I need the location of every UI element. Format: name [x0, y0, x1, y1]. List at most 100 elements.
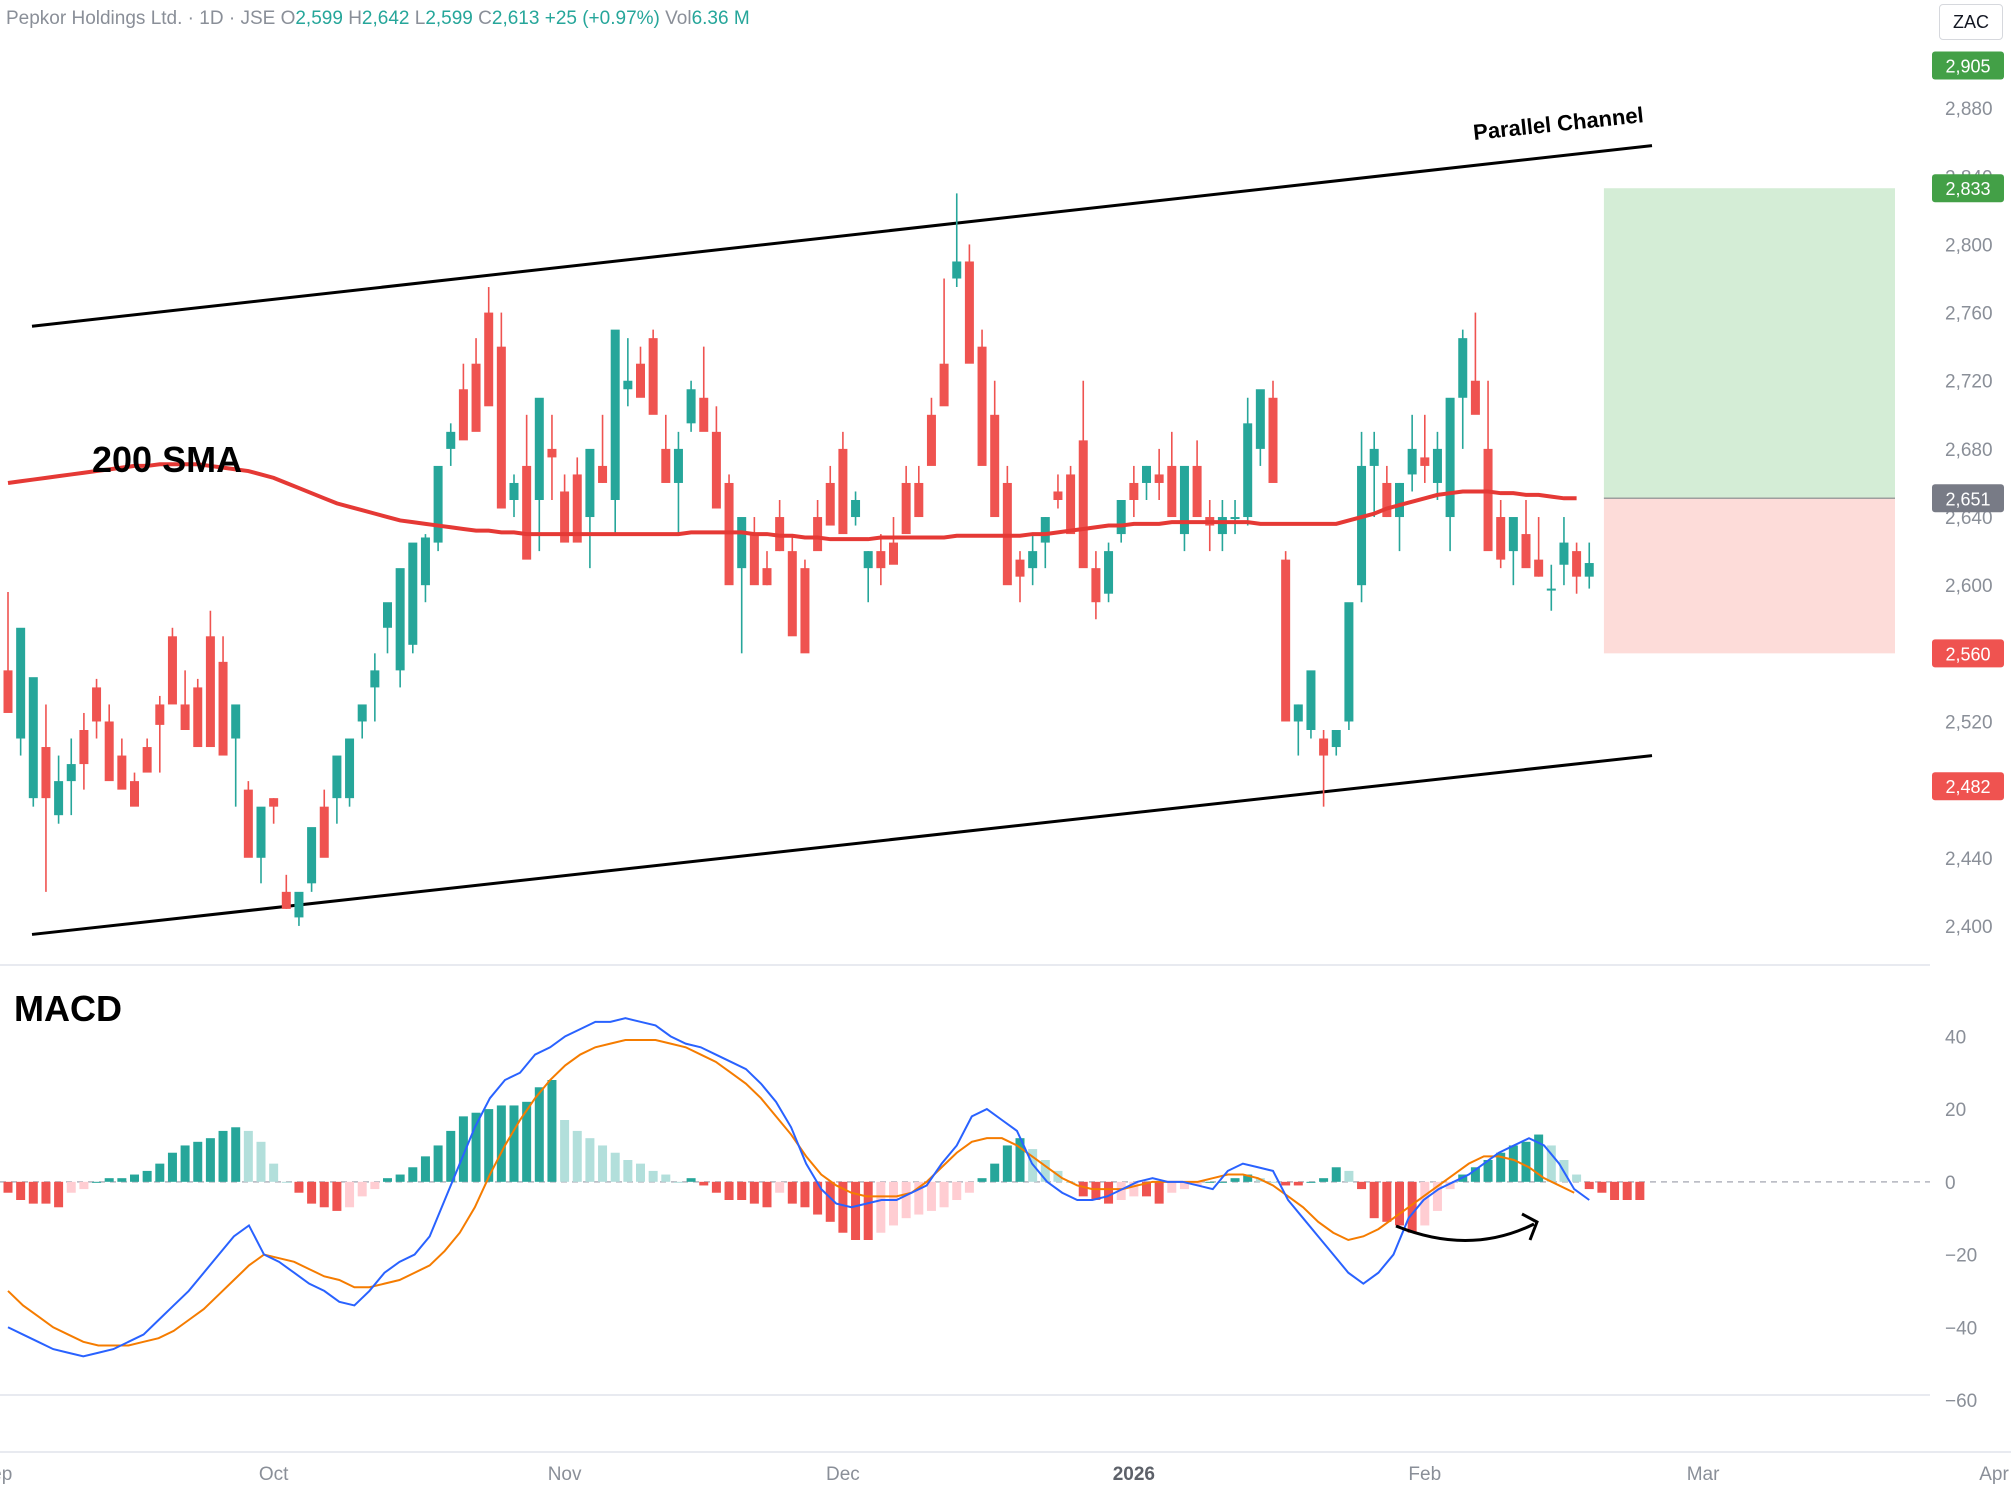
candle-body	[345, 738, 355, 799]
candle-body	[1293, 704, 1303, 722]
volume-value: 6.36 M	[691, 8, 750, 29]
candle-body	[787, 551, 797, 637]
symbol-name[interactable]: Pepkor Holdings Ltd. · 1D · JSE	[6, 8, 276, 29]
candle-body	[41, 747, 51, 799]
macd-histogram-bar	[775, 1181, 785, 1193]
candle-body	[990, 414, 1000, 518]
macd-histogram-bar	[724, 1181, 734, 1200]
candle-body	[1496, 517, 1506, 560]
macd-histogram-bar	[420, 1156, 430, 1182]
macd-histogram-bar	[167, 1152, 177, 1182]
candle-body	[1559, 542, 1569, 565]
candle-body	[1243, 423, 1253, 518]
candle-body	[1053, 491, 1063, 500]
candle-body	[1382, 482, 1392, 518]
macd-histogram-bar	[395, 1174, 405, 1182]
candle-body	[180, 704, 190, 730]
time-tick-label: Dec	[826, 1464, 860, 1485]
candle-body	[964, 261, 974, 364]
change-value: +25 (+0.97%)	[544, 8, 660, 29]
candle-body	[1458, 338, 1468, 398]
candle-body	[28, 677, 38, 799]
macd-histogram-bar	[560, 1120, 570, 1182]
macd-histogram-bar	[408, 1167, 418, 1182]
price-badge	[1932, 484, 2004, 513]
candle-body	[673, 448, 683, 483]
macd-histogram-bar	[446, 1130, 456, 1182]
macd-histogram-bar	[1078, 1181, 1088, 1197]
macd-histogram-bar	[345, 1181, 355, 1208]
price-tick-label: 2,680	[1945, 440, 1993, 461]
candle-body	[79, 730, 89, 765]
volume-label: Vol	[665, 8, 692, 29]
price-tick-label: 2,440	[1945, 849, 1993, 870]
candle-body	[205, 636, 215, 748]
macd-histogram-bar	[610, 1152, 620, 1182]
macd-histogram-bar	[1230, 1178, 1240, 1182]
candle-body	[3, 670, 13, 713]
macd-histogram-bar	[509, 1105, 519, 1182]
macd-histogram-bar	[522, 1101, 532, 1182]
macd-annotation: MACD	[14, 988, 122, 1029]
sma-annotation: 200 SMA	[92, 439, 242, 480]
macd-arrowhead-icon	[1521, 1212, 1539, 1241]
price-badge-label: 2,482	[1945, 777, 1990, 797]
macd-histogram-bar	[1597, 1181, 1607, 1193]
close-label: C	[478, 8, 492, 29]
candle-body	[496, 346, 506, 509]
candle-body	[572, 474, 582, 543]
price-badge	[1932, 639, 2004, 668]
macd-histogram-bar	[787, 1181, 797, 1204]
candle-body	[218, 661, 228, 756]
macd-histogram-bar	[332, 1181, 342, 1211]
macd-histogram-bar	[825, 1181, 835, 1222]
macd-histogram-bar	[673, 1181, 683, 1183]
candle-body	[711, 431, 721, 509]
open-label: O	[280, 8, 296, 29]
macd-histogram-bar	[1521, 1141, 1531, 1182]
low-value: 2,599	[425, 8, 473, 29]
macd-histogram-bar	[319, 1181, 329, 1208]
macd-histogram-bar	[1432, 1181, 1442, 1211]
channel-annotation: Parallel Channel	[1472, 102, 1645, 145]
candle-body	[914, 482, 924, 518]
macd-histogram-bar	[1040, 1160, 1050, 1182]
candle-body	[926, 414, 936, 466]
price-badge	[1932, 772, 2004, 801]
candle-body	[92, 687, 102, 722]
macd-histogram-bar	[1395, 1181, 1404, 1226]
candle-body	[1091, 568, 1101, 603]
price-tick-label: 2,800	[1945, 235, 1993, 256]
price-tick-label: 2,720	[1945, 372, 1993, 393]
candle-body	[142, 747, 152, 773]
candle-body	[1369, 448, 1379, 466]
candle-body	[193, 687, 203, 748]
candle-body	[155, 704, 165, 725]
macd-tick-label: 20	[1945, 1100, 1966, 1121]
candle-body	[1420, 457, 1430, 466]
macd-histogram-bar	[28, 1181, 38, 1204]
macd-histogram-bar	[939, 1181, 949, 1208]
candle-body	[130, 781, 139, 807]
price-tick-label: 2,520	[1945, 712, 1993, 733]
time-tick-label: Mar	[1687, 1464, 1720, 1485]
candle-body	[825, 482, 835, 526]
candle-body	[598, 465, 608, 483]
candle-body	[737, 517, 747, 569]
macd-histogram-bar	[851, 1181, 861, 1240]
currency-button[interactable]: ZAC	[1939, 4, 2003, 40]
candle-body	[509, 482, 519, 500]
candle-body	[1357, 465, 1367, 586]
macd-histogram-bar	[1217, 1181, 1227, 1183]
candle-body	[1217, 517, 1227, 535]
candle-body	[1281, 559, 1291, 722]
macd-histogram-bar	[990, 1163, 1000, 1182]
macd-histogram-bar	[1584, 1181, 1594, 1190]
candle-body	[1407, 448, 1417, 475]
candle-body	[648, 338, 658, 415]
candle-body	[66, 764, 76, 782]
macd-histogram-bar	[1015, 1138, 1025, 1182]
candle-body	[560, 491, 570, 543]
candle-body	[1331, 730, 1341, 748]
